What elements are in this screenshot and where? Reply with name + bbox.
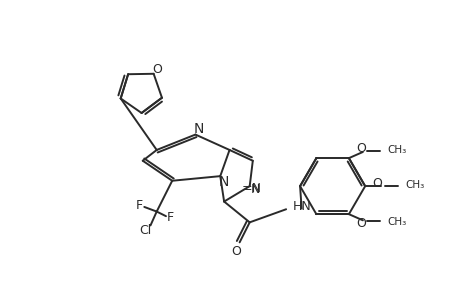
Text: O: O [231,245,241,258]
Text: O: O [151,63,161,76]
Text: Cl: Cl [140,224,151,237]
Text: N: N [251,183,260,196]
Text: F: F [136,199,143,212]
Text: O: O [356,217,365,230]
Text: N: N [218,175,228,189]
Text: CH₃: CH₃ [404,180,424,190]
Text: F: F [167,211,174,224]
Text: O: O [356,142,365,155]
Text: CH₃: CH₃ [387,217,406,227]
Text: HN: HN [291,200,310,213]
Text: CH₃: CH₃ [387,146,406,155]
Text: N: N [193,122,203,136]
Text: =N: =N [241,182,261,195]
Text: O: O [372,177,382,190]
